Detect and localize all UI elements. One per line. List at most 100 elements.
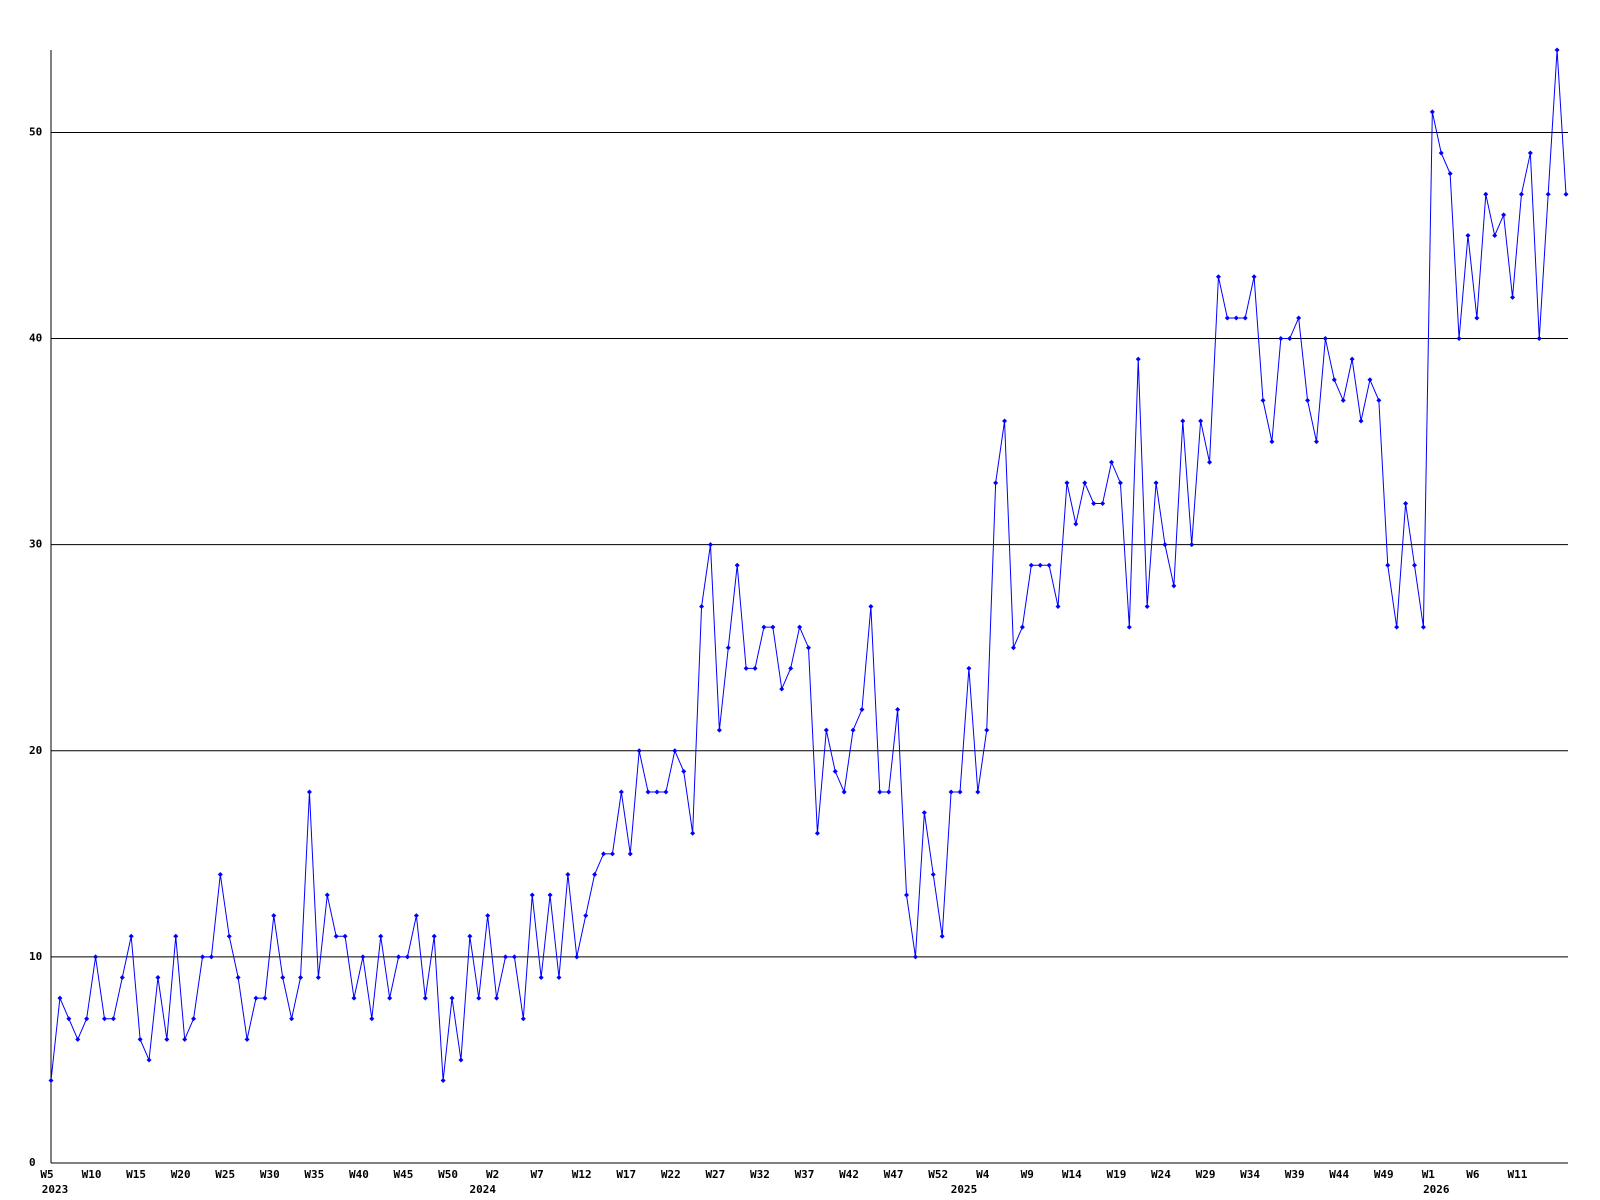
x-tick-label: W39 — [1285, 1168, 1305, 1181]
point-marker — [1385, 562, 1391, 568]
point-marker — [770, 624, 776, 630]
point-marker — [1554, 47, 1560, 53]
x-tick-label: W17 — [616, 1168, 636, 1181]
point-marker — [342, 933, 348, 939]
point-marker — [779, 686, 785, 692]
x-tick-label: W7 — [531, 1168, 544, 1181]
point-marker — [422, 995, 428, 1001]
point-marker — [324, 892, 330, 898]
x-tick-label: W47 — [884, 1168, 904, 1181]
point-marker — [57, 995, 63, 1001]
point-marker — [1331, 377, 1337, 383]
point-marker — [1019, 624, 1025, 630]
point-marker — [1162, 542, 1168, 548]
point-marker — [681, 768, 687, 774]
x-tick-label: W24 — [1151, 1168, 1171, 1181]
point-marker — [119, 975, 125, 980]
y-tick-label: 30 — [29, 538, 42, 551]
point-marker — [1313, 439, 1319, 445]
point-marker — [868, 604, 874, 609]
point-marker — [609, 851, 615, 857]
point-marker — [1109, 459, 1114, 465]
point-marker — [1420, 624, 1426, 630]
point-marker — [396, 954, 402, 960]
x-tick-label: W20 — [171, 1168, 191, 1181]
y-tick-label: 10 — [29, 950, 42, 963]
point-marker — [315, 975, 321, 980]
point-marker — [1340, 397, 1346, 403]
point-marker — [173, 933, 179, 939]
point-marker — [832, 768, 838, 774]
point-marker — [939, 933, 945, 939]
point-marker — [895, 707, 901, 713]
point-marker — [101, 1016, 107, 1022]
point-marker — [1296, 315, 1302, 321]
point-marker — [1492, 233, 1498, 238]
point-marker — [752, 665, 758, 671]
point-marker — [1028, 562, 1034, 568]
point-marker — [413, 913, 419, 919]
point-marker — [217, 871, 223, 877]
point-marker — [743, 665, 749, 671]
point-marker — [1376, 397, 1382, 403]
point-marker — [1349, 356, 1355, 362]
point-marker — [93, 954, 99, 960]
point-marker — [1055, 604, 1061, 609]
point-marker — [1456, 336, 1462, 342]
point-marker — [306, 789, 312, 795]
point-marker — [1198, 418, 1204, 424]
point-marker — [1126, 624, 1132, 630]
point-marker — [1180, 418, 1186, 424]
point-marker — [182, 1036, 188, 1042]
point-marker — [583, 913, 589, 919]
point-marker — [262, 995, 268, 1001]
point-marker — [1563, 191, 1569, 197]
point-marker — [699, 604, 705, 609]
point-marker — [1278, 336, 1284, 342]
point-marker — [511, 954, 517, 960]
point-marker — [1117, 480, 1123, 486]
point-marker — [1269, 439, 1275, 445]
point-marker — [271, 913, 277, 919]
point-marker — [235, 975, 241, 980]
point-marker — [529, 892, 535, 898]
point-marker — [1305, 397, 1311, 403]
x-tick-label: W52 — [928, 1168, 948, 1181]
point-marker — [520, 1016, 526, 1022]
point-marker — [1242, 315, 1248, 321]
point-marker — [859, 707, 865, 713]
x-tick-label: W15 — [126, 1168, 146, 1181]
point-marker — [806, 645, 811, 651]
point-marker — [636, 748, 642, 754]
point-marker — [1412, 562, 1417, 568]
point-marker — [1046, 562, 1052, 568]
point-marker — [1153, 480, 1159, 486]
x-tick-label: W11 — [1508, 1168, 1528, 1181]
point-marker — [1073, 521, 1079, 527]
x-tick-label: W2 — [486, 1168, 499, 1181]
point-marker — [155, 975, 161, 980]
x-year-label: 2024 — [470, 1183, 497, 1196]
point-marker — [110, 1016, 116, 1022]
y-tick-label: 20 — [29, 744, 42, 757]
point-marker — [574, 954, 580, 960]
point-marker — [877, 789, 883, 795]
point-marker — [1501, 212, 1507, 218]
point-marker — [485, 913, 491, 919]
point-marker — [716, 727, 722, 733]
point-marker — [494, 995, 500, 1001]
point-marker — [930, 871, 936, 877]
point-marker — [1403, 500, 1409, 506]
point-marker — [458, 1057, 464, 1063]
point-marker — [1510, 294, 1516, 300]
point-marker — [208, 954, 214, 960]
point-marker — [1215, 274, 1221, 280]
point-marker — [556, 975, 562, 980]
x-tick-label: W22 — [661, 1168, 681, 1181]
point-marker — [1135, 356, 1141, 362]
point-marker — [1287, 336, 1293, 342]
point-marker — [592, 871, 598, 877]
point-marker — [1100, 500, 1106, 506]
point-marker — [191, 1016, 197, 1022]
x-tick-label: W14 — [1062, 1168, 1082, 1181]
